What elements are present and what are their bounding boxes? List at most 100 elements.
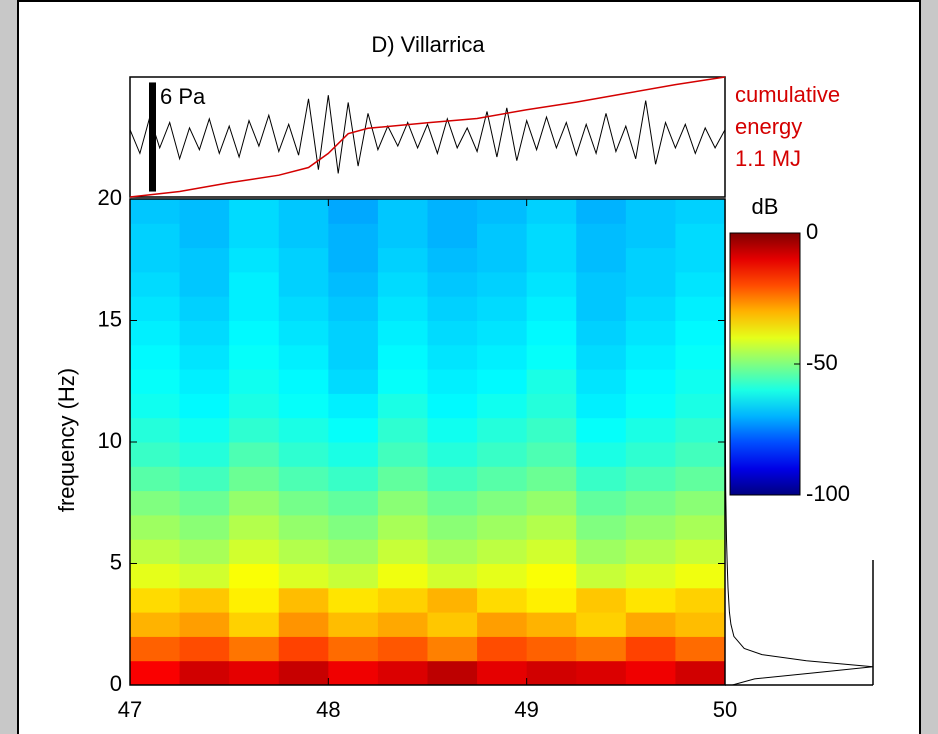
spectrogram-cell (675, 490, 726, 516)
spectrogram-cell (328, 320, 379, 346)
energy-label: cumulative (735, 82, 840, 107)
spectrogram-cell (477, 636, 528, 662)
spectrogram-cell (675, 442, 726, 467)
spectrogram-cell (229, 587, 280, 613)
spectrogram-cell (675, 660, 726, 686)
spectrogram-cell (377, 563, 428, 589)
spectrogram-cell (427, 344, 478, 370)
spectrogram-cell (625, 636, 676, 662)
spectrogram-cell (278, 247, 329, 273)
spectrogram-cell (625, 223, 676, 249)
spectrogram-cell (278, 490, 329, 516)
spectrogram-cell (576, 563, 627, 589)
spectrogram-cell (229, 417, 280, 443)
spectrogram-cell (377, 344, 428, 370)
spectrogram-cell (427, 320, 478, 346)
spectrogram-cell (526, 271, 577, 297)
energy-label: 1.1 MJ (735, 146, 801, 171)
colorbar-label: dB (752, 194, 779, 219)
spectrogram-cell (377, 417, 428, 443)
spectrogram-cell (477, 271, 528, 297)
spectrogram-cell (179, 417, 230, 443)
spectrogram-cell (229, 490, 280, 516)
spectrogram-cell (179, 247, 230, 273)
spectrogram-cell (229, 442, 280, 467)
spectrogram-cell (130, 199, 181, 224)
scale-bar (149, 82, 156, 192)
spectrogram-cell (427, 587, 478, 613)
spectrogram-cell (229, 271, 280, 297)
waveform-frame (129, 76, 726, 198)
spectrogram-cell (526, 587, 577, 613)
spectrogram-cell (229, 539, 280, 564)
spectrogram-cell (328, 490, 379, 516)
spectrogram-cell (328, 296, 379, 321)
spectrogram-cell (675, 271, 726, 297)
y-tick-label: 20 (98, 185, 122, 210)
spectrogram-cell (526, 369, 577, 394)
spectrogram-cell (526, 223, 577, 249)
spectrogram-cell (229, 612, 280, 637)
spectrogram-cell (576, 466, 627, 492)
spectrogram-cell (675, 199, 726, 224)
spectrogram-cell (278, 393, 329, 419)
spectrogram-cell (427, 442, 478, 467)
spectrogram-cell (328, 612, 379, 637)
spectrogram-cell (179, 223, 230, 249)
spectrogram-cell (576, 320, 627, 346)
chart-title: D) Villarrica (371, 32, 485, 57)
spectrogram-cell (179, 660, 230, 686)
spectrogram-cell (278, 636, 329, 662)
spectrogram-cell (179, 442, 230, 467)
spectrogram-cell (477, 417, 528, 443)
spectrogram-cell (675, 393, 726, 419)
spectrogram-cell (576, 199, 627, 224)
spectrogram-cell (377, 247, 428, 273)
spectrogram-cell (179, 636, 230, 662)
spectrogram-cell (675, 514, 726, 540)
spectrogram-cell (625, 369, 676, 394)
spectrogram-cell (377, 369, 428, 394)
spectrogram-cell (229, 660, 280, 686)
spectrogram-cell (130, 587, 181, 613)
spectrogram-cell (576, 247, 627, 273)
spectrogram-cell (130, 514, 181, 540)
spectrogram-cell (526, 296, 577, 321)
spectrogram-cell (179, 514, 230, 540)
spectrogram-cell (130, 417, 181, 443)
spectrogram-cell (377, 514, 428, 540)
spectrogram-cell (328, 247, 379, 273)
spectrogram-cell (328, 271, 379, 297)
spectrogram-cell (130, 393, 181, 419)
energy-label: energy (735, 114, 802, 139)
spectrogram-cell (526, 514, 577, 540)
spectrogram-cell (278, 466, 329, 492)
spectrogram-cell (377, 320, 428, 346)
spectrogram-cell (130, 223, 181, 249)
spectrogram-cell (179, 490, 230, 516)
x-tick-label: 49 (514, 697, 538, 722)
spectrogram-cell (625, 660, 676, 686)
spectrogram-cell (130, 563, 181, 589)
spectrogram-cell (130, 490, 181, 516)
spectrogram-cell (576, 393, 627, 419)
spectrogram-cell (377, 466, 428, 492)
y-tick-label: 10 (98, 428, 122, 453)
spectrogram-cell (477, 539, 528, 564)
waveform-line (129, 95, 726, 174)
spectrogram-cell (675, 612, 726, 637)
spectrogram-cell (130, 320, 181, 346)
spectrogram-cell (675, 539, 726, 564)
spectrogram-cell (427, 612, 478, 637)
spectrogram-cell (377, 490, 428, 516)
spectrogram-cell (526, 393, 577, 419)
spectrogram-cell (229, 514, 280, 540)
spectrogram-cell (675, 296, 726, 321)
y-tick-label: 5 (110, 549, 122, 574)
spectrogram-cell (625, 514, 676, 540)
spectrogram-cell (477, 612, 528, 637)
spectrogram-cell (278, 320, 329, 346)
spectrogram-cell (377, 539, 428, 564)
spectrogram-cell (179, 612, 230, 637)
spectrogram-cell (427, 369, 478, 394)
